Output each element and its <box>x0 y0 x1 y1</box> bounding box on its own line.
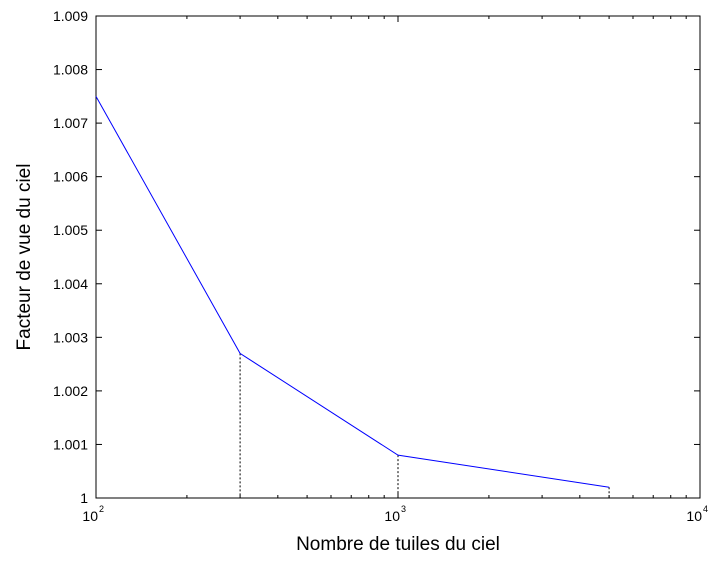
y-tick-label: 1.003 <box>53 329 88 345</box>
y-tick-label: 1.007 <box>53 115 88 131</box>
y-tick-label: 1.008 <box>53 62 88 78</box>
x-tick-base: 10 <box>384 508 400 524</box>
y-axis-ticks: 1 1.001 1.002 1.003 1.004 1.005 1.006 1.007 1.00… <box>53 8 700 506</box>
y-axis-title: Facteur de vue du ciel <box>14 164 35 351</box>
y-tick-label: 1.005 <box>53 222 88 238</box>
y-tick-label: 1.009 <box>53 8 88 24</box>
y-tick-label: 1 <box>80 490 88 506</box>
y-tick-label: 1.001 <box>53 436 88 452</box>
x-tick-label: 10 2 <box>82 504 104 524</box>
x-tick-exponent: 2 <box>99 504 104 514</box>
y-tick-label: 1.004 <box>53 276 88 292</box>
x-tick-exponent: 4 <box>703 504 708 514</box>
x-axis-title: Nombre de tuiles du ciel <box>296 534 500 555</box>
x-tick-label: 10 3 <box>384 504 406 524</box>
series-layer <box>95 96 610 488</box>
x-tick-base: 10 <box>686 508 702 524</box>
x-axis-ticks: 10 2 10 3 10 4 <box>82 16 708 524</box>
x-tick-label: 10 4 <box>686 504 708 524</box>
series-line <box>95 96 610 488</box>
x-tick-exponent: 3 <box>401 504 406 514</box>
y-tick-label: 1.006 <box>53 169 88 185</box>
x-tick-base: 10 <box>82 508 98 524</box>
y-tick-label: 1.002 <box>53 383 88 399</box>
droplines <box>239 353 610 498</box>
